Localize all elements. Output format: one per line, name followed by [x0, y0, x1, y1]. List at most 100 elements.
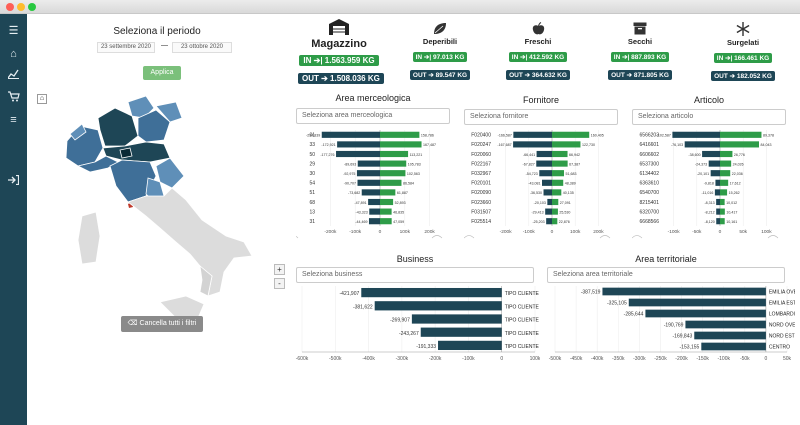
data-label-in: 27,091: [560, 201, 571, 205]
data-label-out: -11,016: [701, 191, 713, 195]
date-to-input[interactable]: 23 ottobre 2020: [172, 42, 232, 53]
data-label-in: 84,043: [760, 143, 771, 147]
bar-out: [337, 141, 380, 148]
line-chart-icon[interactable]: [6, 69, 21, 84]
italy-map[interactable]: [60, 96, 260, 321]
date-from-input[interactable]: 23 settembre 2020: [97, 42, 155, 53]
bar-out: [513, 131, 552, 138]
data-label-in: 15,262: [729, 191, 740, 195]
data-label-out: -66,441: [523, 153, 535, 157]
kpi-out-badge: OUT ➔ 871.805 KG: [608, 70, 672, 80]
data-label-out: -90,707: [344, 182, 356, 186]
x-tick-label: -350k: [612, 356, 625, 362]
fornitore-select[interactable]: Seleziona fornitore: [464, 109, 618, 125]
date-separator: —: [161, 42, 168, 49]
data-label: -285,644: [624, 312, 644, 318]
data-label-out: -166,587: [498, 134, 512, 138]
territorio-select[interactable]: Seleziona area territoriale: [547, 267, 785, 283]
x-tick-label: -200k: [429, 356, 442, 362]
kpi-in-badge: IN ➔| 97.013 KG: [412, 52, 468, 62]
bar-in: [552, 198, 559, 206]
data-label: -421,907: [340, 291, 360, 297]
category-label: F020247: [471, 142, 491, 148]
bar-in: [552, 189, 562, 196]
bar-out: [542, 179, 552, 186]
bar-out: [536, 150, 552, 158]
kpi-magazzino: Magazzino IN ➔| 1.563.959 KG OUT ➔ 1.508…: [298, 18, 384, 86]
data-label-in: 160,405: [591, 134, 604, 138]
data-label-in: 61,887: [397, 191, 408, 195]
home-icon[interactable]: ⌂: [10, 48, 17, 60]
kpi-freschi: Freschi IN ➔| 412.592 KG OUT ➔ 364.632 K…: [503, 22, 573, 82]
category-label: 54: [309, 181, 315, 187]
articolo-select[interactable]: Seleziona articolo: [632, 109, 786, 125]
category-label: TIPO CLIENTE 4: [505, 331, 540, 337]
bar-in: [720, 179, 729, 186]
bar-out: [357, 160, 380, 167]
list-icon[interactable]: ≡: [10, 114, 17, 126]
logout-icon[interactable]: [6, 174, 21, 190]
zoom-in-button[interactable]: +: [274, 264, 285, 275]
category-label: TIPO CLIENTE 3: [505, 318, 540, 324]
data-label-out: -36,530: [530, 191, 542, 195]
bar-in: [552, 208, 558, 215]
bar-in: [380, 150, 409, 158]
x-tick-label: -200k: [324, 229, 337, 235]
region-lombardia: [97, 107, 139, 147]
data-label-out: -73,682: [348, 191, 360, 195]
category-label: 6320700: [640, 209, 660, 215]
data-label-out: -172,921: [321, 143, 335, 147]
bar-in: [720, 160, 732, 167]
region-friuli: [155, 101, 183, 123]
x-tick-label: -300k: [633, 356, 646, 362]
maximize-window-icon[interactable]: [28, 3, 36, 11]
bar-out: [536, 160, 552, 167]
data-label-out: -234,839: [306, 134, 320, 138]
category-label: TIPO CLIENTE 5: [505, 344, 540, 350]
business-select[interactable]: Seleziona business: [296, 267, 534, 283]
bar-in: [720, 189, 728, 196]
category-label: 6668566: [640, 219, 660, 225]
category-label: 01: [309, 133, 315, 139]
cart-icon[interactable]: [6, 91, 21, 106]
apply-button[interactable]: Applica: [143, 66, 181, 80]
business-chart[interactable]: -600k -500k -400k -300k -200k -100k 0 100k -421,…: [290, 286, 540, 368]
data-label-in: 158,786: [421, 134, 434, 138]
close-window-icon[interactable]: [6, 3, 14, 11]
bar-in: [380, 160, 407, 167]
data-label-out: -20,101: [697, 172, 709, 176]
minimize-window-icon[interactable]: [17, 3, 25, 11]
data-label-out: -102,587: [657, 134, 671, 138]
menu-icon[interactable]: ☰: [8, 25, 19, 37]
bar-in: [380, 198, 394, 206]
category-label: CENTRO: [769, 345, 790, 351]
category-label: 31: [309, 219, 315, 225]
data-label-out: -177,276: [320, 153, 334, 157]
data-label-out: -67,827: [523, 162, 535, 166]
data-label: -381,622: [353, 304, 373, 310]
category-label: 6606602: [640, 152, 660, 158]
data-label-in: 102,563: [407, 172, 420, 176]
x-tick-label: 100k: [400, 229, 411, 235]
area-chart[interactable]: -200k -100k 0 100k 200k 01-234,839 158,786 33 -1…: [296, 128, 456, 248]
articolo-chart[interactable]: -100k -50k 0 50k 100k 6566203-102,587 89,378 64…: [632, 128, 792, 248]
bar-out: [645, 309, 766, 318]
data-label-out: -167,687: [497, 143, 511, 147]
window-titlebar: [0, 0, 800, 14]
x-tick-label: -100k: [349, 229, 362, 235]
bar-out: [685, 320, 766, 329]
map-home-button[interactable]: ⌂: [37, 94, 47, 104]
zoom-out-button[interactable]: -: [274, 278, 285, 289]
area-select[interactable]: Seleziona area merceologica: [296, 108, 450, 124]
clear-filters-button[interactable]: ⌫ Cancella tutti i filtri: [121, 316, 203, 332]
brush-handle: [464, 235, 611, 239]
kpi-name: Surgelati: [726, 38, 760, 47]
bar-out: [336, 150, 380, 158]
map-regions-north[interactable]: [65, 96, 185, 203]
category-label: 13: [309, 209, 315, 215]
territorio-chart[interactable]: -500k -450k -400k -350k -300k -250k -200k -150k…: [545, 286, 795, 368]
bar-out: [368, 198, 380, 206]
fornitore-chart[interactable]: -200k -100k 0 100k 200k F020400 -166,587 160,40…: [464, 128, 624, 248]
bar-out: [716, 208, 720, 215]
bar-out: [708, 160, 720, 167]
